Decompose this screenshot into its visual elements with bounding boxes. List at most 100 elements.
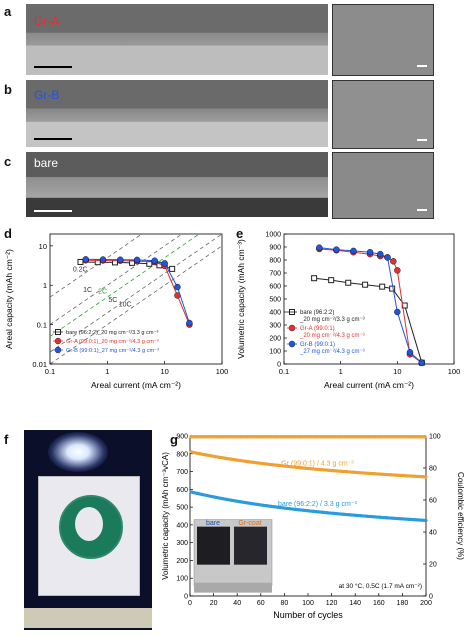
series-line xyxy=(319,248,423,364)
panel-label-c: c xyxy=(4,154,12,169)
panel-label-g: g xyxy=(170,432,178,447)
y-axis-label-left: Volumetric capacity (mAh cm⁻³vCA) xyxy=(161,452,170,580)
ce-point xyxy=(423,435,427,439)
scale-bar-b xyxy=(34,138,72,140)
panel-label-a: a xyxy=(4,4,12,19)
capacity-point xyxy=(424,518,428,523)
crate-label: 10C xyxy=(119,302,132,309)
data-point xyxy=(316,244,323,251)
y-tick-label: 0.01 xyxy=(32,360,47,369)
data-point xyxy=(161,260,168,267)
inset-label-coat: Gr-coat xyxy=(238,520,261,527)
data-point xyxy=(390,258,397,265)
chart-e: 0.1 1 10 1000100200300400500600700800900100… xyxy=(236,232,460,391)
y-tick-label: 0 xyxy=(277,362,281,369)
y-tick-label-right: 60 xyxy=(429,498,437,505)
x-tick-label: 160 xyxy=(373,600,385,607)
x-tick-label: 0.1 xyxy=(279,367,289,376)
legend-entry: Gr-B (99:0:1) xyxy=(300,342,335,348)
sample-label-a: Gr-A xyxy=(34,14,60,28)
y-tick-label: 800 xyxy=(269,258,281,265)
x-tick-label: 80 xyxy=(281,600,289,607)
y-axis-label: Areal capacity (mAh cm⁻²) xyxy=(4,249,14,349)
y-tick-label: 300 xyxy=(269,323,281,330)
series-label: Gr (99:0:1) / 4.3 g cm⁻³ xyxy=(281,460,354,467)
x-tick-label: 120 xyxy=(326,600,338,607)
data-point xyxy=(99,256,107,263)
data-point xyxy=(82,256,89,263)
inset-scale-bar-a xyxy=(417,65,427,67)
inset-scale-bar-b xyxy=(417,139,427,141)
y-tick-label: 0.1 xyxy=(37,321,47,330)
y-tick-label: 10 xyxy=(39,242,47,251)
data-point xyxy=(186,319,193,327)
data-point xyxy=(77,258,84,265)
panel-label-b: b xyxy=(4,82,12,97)
data-point xyxy=(394,308,401,316)
x-tick-label: 1 xyxy=(105,367,109,376)
y-tick-label-left: 700 xyxy=(176,469,188,476)
panel-label-f: f xyxy=(4,432,9,447)
data-point xyxy=(151,257,158,264)
data-point xyxy=(328,277,335,284)
x-tick-label: 100 xyxy=(216,367,229,376)
y-tick-label: 400 xyxy=(269,310,281,317)
legend-entry: Gr-B (99:0:1)_27 mg cm⁻²/4.3 g cm⁻³ xyxy=(66,348,159,354)
y-tick-label-left: 0 xyxy=(184,594,188,601)
y-tick-label: 500 xyxy=(269,297,281,304)
legend-entry: Gr-A (99:0:1) xyxy=(300,326,335,332)
data-point xyxy=(406,349,414,356)
inset-label-bare: bare xyxy=(206,520,220,527)
y-tick-label-right: 80 xyxy=(429,466,437,473)
legend-entry: bare (96:2:2)_20 mg cm⁻²/3.3 g cm⁻³ xyxy=(66,330,158,336)
data-point xyxy=(117,256,124,263)
inset-ruler xyxy=(194,582,272,593)
data-point xyxy=(362,281,369,288)
x-tick-label: 10 xyxy=(160,367,168,376)
chart-g: 0 20 40 60 80 100 120 140 160 180 2000100200300400… xyxy=(161,434,464,621)
legend-entry: bare (96:2:2) xyxy=(300,310,334,316)
scale-bar-a xyxy=(34,66,72,68)
photo-lit-pouch-cell xyxy=(24,430,152,630)
x-tick-label: 20 xyxy=(210,600,218,607)
crate-label: 0.2C xyxy=(73,266,88,273)
x-tick-label: 0 xyxy=(188,600,192,607)
data-point xyxy=(394,267,401,274)
y-tick-label-left: 200 xyxy=(176,558,188,565)
y-tick-label: 700 xyxy=(269,271,281,278)
series-label: bare (96:2:2) / 3.3 g cm⁻³ xyxy=(278,501,357,508)
legend-entry-sub: _27 mg cm⁻²/4.3 g cm⁻³ xyxy=(299,349,365,355)
data-point xyxy=(311,275,318,282)
crate-label: 2C xyxy=(98,288,107,295)
x-tick-label: 100 xyxy=(302,600,314,607)
ruler xyxy=(24,608,152,628)
crate-label: 5C xyxy=(108,297,117,304)
x-tick-label: 40 xyxy=(233,600,241,607)
x-tick-label: 10 xyxy=(393,367,401,376)
inset-bare-electrode xyxy=(197,526,230,565)
plot-frame xyxy=(49,233,223,365)
y-tick-label-left: 600 xyxy=(176,487,188,494)
inset-coated-electrode xyxy=(234,526,267,565)
x-tick-label: 140 xyxy=(349,600,361,607)
sem-image-a: Gr-A xyxy=(26,4,328,75)
x-tick-label: 1 xyxy=(339,367,343,376)
scale-bar-c xyxy=(34,210,72,212)
legend-entry-sub: _20 mg cm⁻²/4.3 g cm⁻³ xyxy=(299,333,365,339)
data-point xyxy=(345,279,352,286)
x-tick-label: 200 xyxy=(420,600,432,607)
sample-label-b: Gr-B xyxy=(34,88,60,102)
x-tick-label: 60 xyxy=(257,600,265,607)
data-point xyxy=(174,283,181,291)
y-tick-label-right: 0 xyxy=(429,594,433,601)
sem-inset-a xyxy=(332,4,434,76)
x-axis-label: Number of cycles xyxy=(273,610,343,620)
x-tick-label: 0.1 xyxy=(45,367,55,376)
x-axis-label: Areal current (mA cm⁻²) xyxy=(324,380,414,390)
data-point xyxy=(366,249,374,256)
sem-image-c: bare xyxy=(26,152,328,217)
sem-image-b: Gr-B xyxy=(26,80,328,147)
y-tick-label-left: 900 xyxy=(176,434,188,441)
y-tick-label-left: 400 xyxy=(176,522,188,529)
